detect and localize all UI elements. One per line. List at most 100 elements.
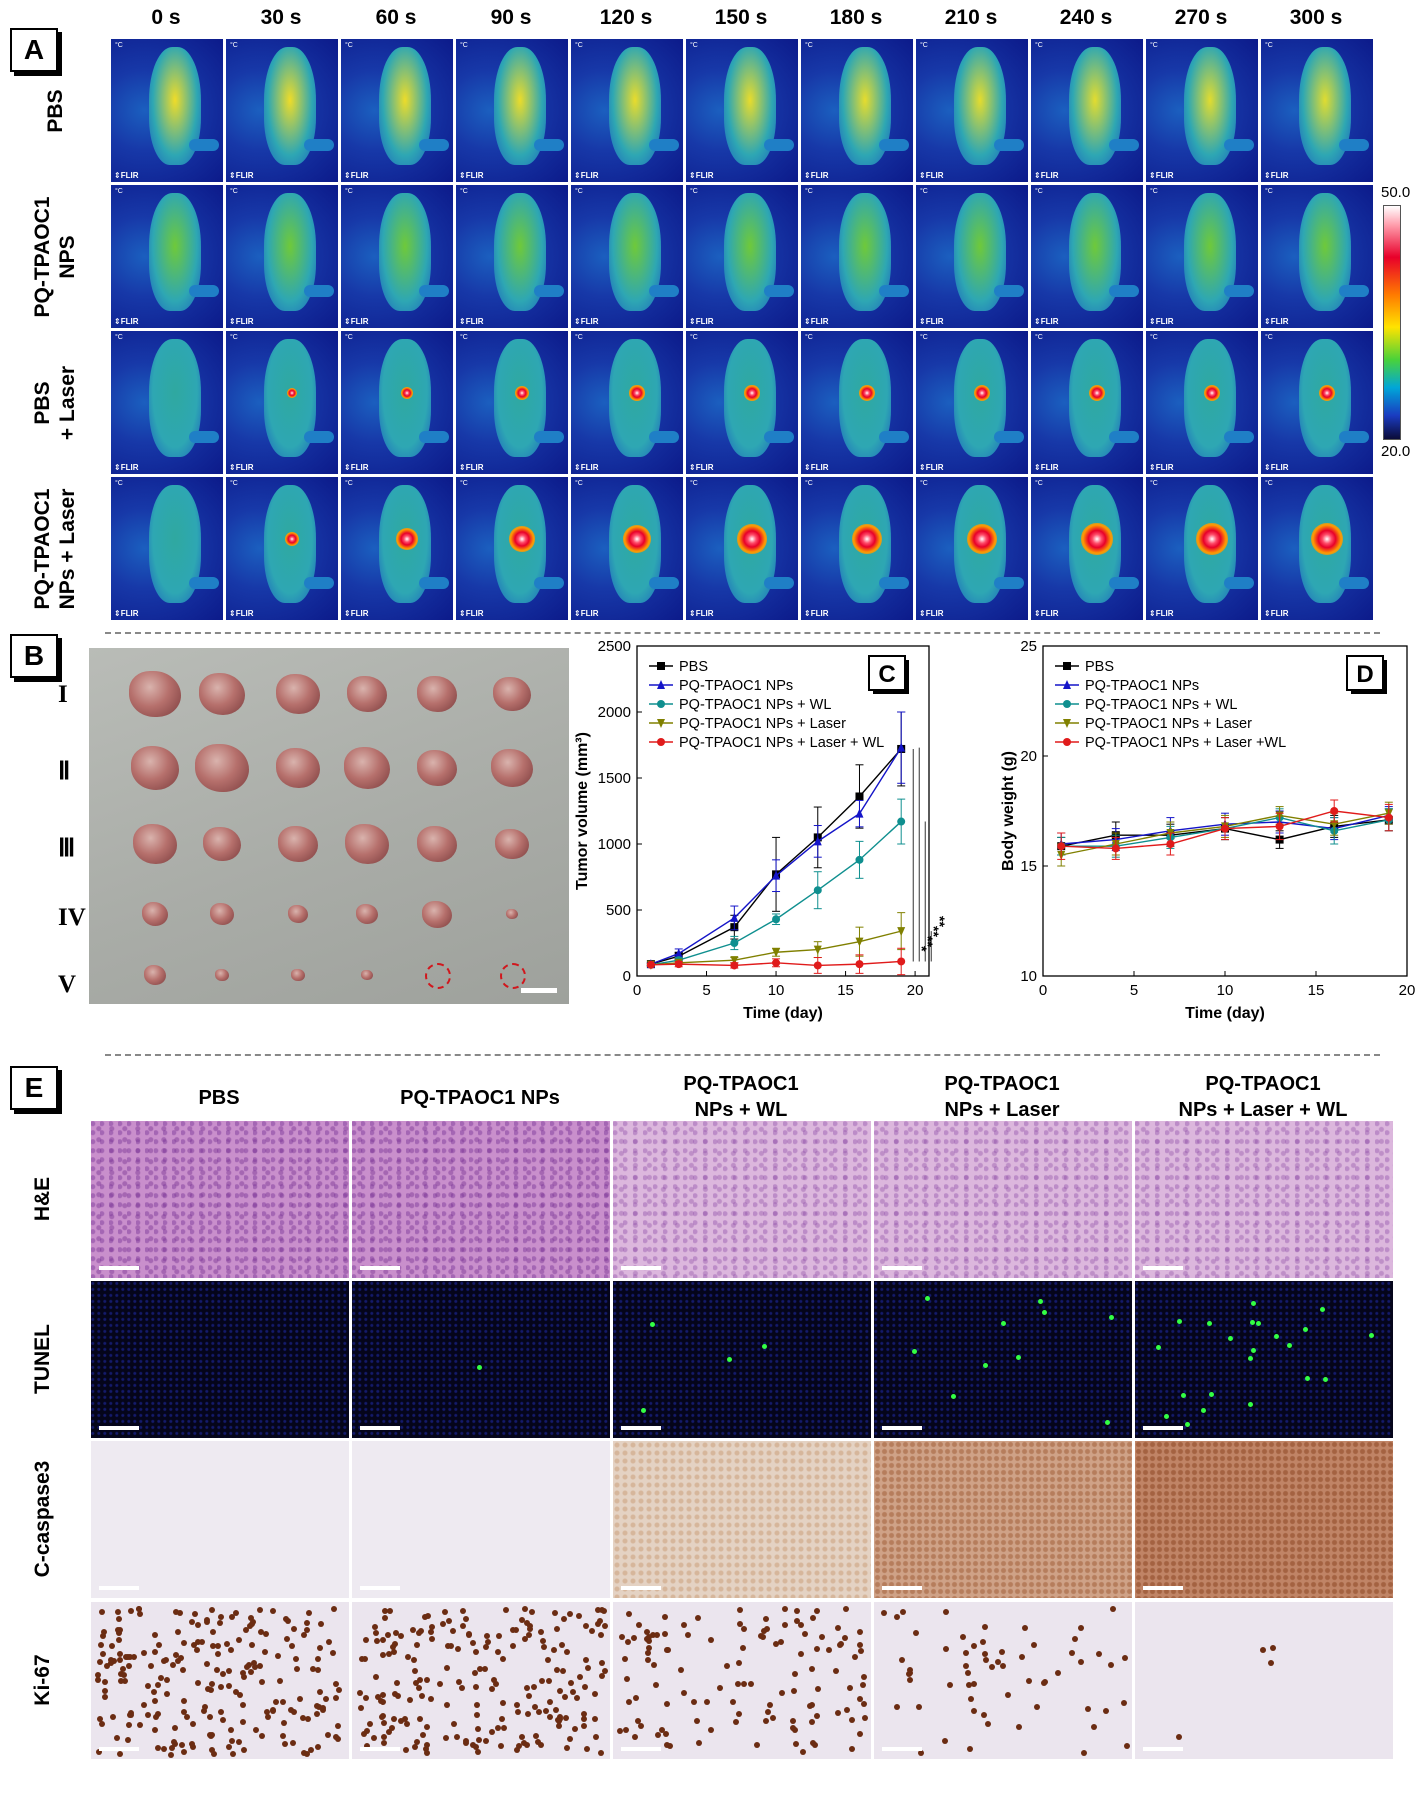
ki67-positive-cell bbox=[584, 1745, 591, 1752]
data-point bbox=[646, 960, 655, 969]
flir-camera-mark: ⇕FLIR bbox=[1264, 609, 1289, 618]
thermal-image: ⇕FLIR °C bbox=[1145, 330, 1259, 475]
ki67-positive-cell bbox=[99, 1651, 106, 1658]
mouse-tail bbox=[994, 139, 1024, 151]
flir-camera-mark: ⇕FLIR bbox=[229, 463, 254, 472]
ki67-positive-cell bbox=[164, 1677, 171, 1684]
ki67-positive-cell bbox=[842, 1634, 849, 1641]
unit-mark: °C bbox=[1035, 334, 1043, 341]
ki67-positive-cell bbox=[1102, 1708, 1109, 1715]
colorbar-min-label: 20.0 bbox=[1381, 443, 1411, 460]
ki67-positive-cell bbox=[681, 1622, 688, 1629]
ki67-positive-cell bbox=[510, 1643, 517, 1650]
histology-image bbox=[351, 1280, 611, 1439]
legend-marker bbox=[1063, 680, 1071, 689]
flir-camera-mark: ⇕FLIR bbox=[1034, 171, 1059, 180]
y-tick-label: 20 bbox=[1020, 748, 1037, 765]
tunel-positive-cell bbox=[1323, 1377, 1329, 1383]
histology-row-label: TUNEL bbox=[31, 1323, 54, 1394]
unit-mark: °C bbox=[1035, 188, 1043, 195]
ki67-positive-cell bbox=[489, 1729, 496, 1736]
ki67-positive-cell bbox=[546, 1677, 553, 1684]
x-tick-label: 15 bbox=[1308, 982, 1325, 999]
time-label: 270 s bbox=[1174, 6, 1228, 29]
ki67-positive-cell bbox=[232, 1688, 239, 1695]
ki67-positive-cell bbox=[484, 1633, 491, 1640]
ki67-positive-cell bbox=[386, 1608, 393, 1615]
legend-label: PQ-TPAOC1 NPs + Laser bbox=[679, 716, 846, 732]
tumor-sample bbox=[276, 748, 320, 788]
ki67-positive-cell bbox=[524, 1711, 531, 1718]
ki67-positive-cell bbox=[999, 1662, 1006, 1669]
ki67-positive-cell bbox=[442, 1734, 449, 1741]
ki67-positive-cell bbox=[778, 1638, 785, 1645]
unit-mark: °C bbox=[230, 188, 238, 195]
ki67-positive-cell bbox=[324, 1731, 331, 1738]
thermal-image: ⇕FLIR °C bbox=[1260, 330, 1374, 475]
ki67-positive-cell bbox=[861, 1701, 868, 1708]
ki67-positive-cell bbox=[1096, 1650, 1103, 1657]
ki67-positive-cell bbox=[662, 1613, 669, 1620]
ki67-positive-cell bbox=[262, 1630, 269, 1637]
ki67-positive-cell bbox=[333, 1694, 340, 1701]
thermal-image: ⇕FLIR °C bbox=[570, 476, 684, 621]
ki67-positive-cell bbox=[1091, 1723, 1098, 1730]
ki67-positive-cell bbox=[102, 1693, 109, 1700]
legend-label: PQ-TPAOC1 NPs + Laser bbox=[1085, 716, 1252, 732]
flir-camera-mark: ⇕FLIR bbox=[919, 317, 944, 326]
ki67-positive-cell bbox=[117, 1750, 124, 1757]
ki67-positive-cell bbox=[156, 1641, 163, 1648]
tumor-sample bbox=[417, 750, 457, 786]
ki67-positive-cell bbox=[982, 1656, 989, 1663]
histology-scale-bar bbox=[99, 1266, 139, 1270]
unit-mark: °C bbox=[920, 42, 928, 49]
ki67-positive-cell bbox=[736, 1607, 743, 1614]
tunel-positive-cell bbox=[650, 1321, 656, 1327]
mouse-tail bbox=[1224, 285, 1254, 297]
hotspot bbox=[1318, 384, 1336, 402]
ki67-positive-cell bbox=[423, 1723, 430, 1730]
ki67-positive-cell bbox=[155, 1682, 162, 1689]
ki67-positive-cell bbox=[906, 1670, 913, 1677]
ki67-positive-cell bbox=[740, 1645, 747, 1652]
ki67-positive-cell bbox=[276, 1677, 283, 1684]
ki67-positive-cell bbox=[420, 1732, 427, 1739]
ki67-positive-cell bbox=[966, 1682, 973, 1689]
ki67-positive-cell bbox=[313, 1711, 320, 1718]
flir-camera-mark: ⇕FLIR bbox=[1149, 317, 1174, 326]
ki67-positive-cell bbox=[362, 1637, 369, 1644]
panel-tag-box bbox=[1346, 655, 1384, 691]
ki67-positive-cell bbox=[454, 1733, 461, 1740]
ki67-positive-cell bbox=[154, 1711, 161, 1718]
ki67-positive-cell bbox=[790, 1687, 797, 1694]
thermal-image: ⇕FLIR °C bbox=[915, 38, 1029, 183]
ki67-positive-cell bbox=[183, 1714, 190, 1721]
mouse-tail bbox=[189, 577, 219, 589]
time-label: 300 s bbox=[1289, 6, 1343, 29]
ki67-positive-cell bbox=[294, 1666, 301, 1673]
ki67-positive-cell bbox=[758, 1633, 765, 1640]
histology-image bbox=[1134, 1280, 1394, 1439]
ki67-positive-cell bbox=[813, 1608, 820, 1615]
ki67-positive-cell bbox=[99, 1632, 106, 1639]
tunel-positive-cell bbox=[1015, 1354, 1021, 1360]
ki67-positive-cell bbox=[764, 1625, 771, 1632]
ki67-positive-cell bbox=[144, 1712, 151, 1719]
significance-label: ** bbox=[926, 926, 942, 937]
ki67-positive-cell bbox=[99, 1720, 106, 1727]
ki67-positive-cell bbox=[307, 1747, 314, 1754]
histology-image bbox=[90, 1120, 350, 1279]
unit-mark: °C bbox=[1265, 480, 1273, 487]
thermal-image: ⇕FLIR °C bbox=[110, 38, 224, 183]
ki67-positive-cell bbox=[808, 1666, 815, 1672]
ki67-positive-cell bbox=[635, 1718, 642, 1725]
ki67-positive-cell bbox=[389, 1725, 396, 1732]
mouse-tail bbox=[1109, 431, 1139, 443]
ki67-positive-cell bbox=[1175, 1734, 1182, 1741]
y-tick-label: 2000 bbox=[598, 704, 631, 721]
ki67-positive-cell bbox=[292, 1655, 299, 1662]
flir-camera-mark: ⇕FLIR bbox=[689, 171, 714, 180]
ki67-positive-cell bbox=[199, 1638, 206, 1645]
ki67-positive-cell bbox=[418, 1692, 425, 1699]
ki67-positive-cell bbox=[364, 1727, 371, 1734]
